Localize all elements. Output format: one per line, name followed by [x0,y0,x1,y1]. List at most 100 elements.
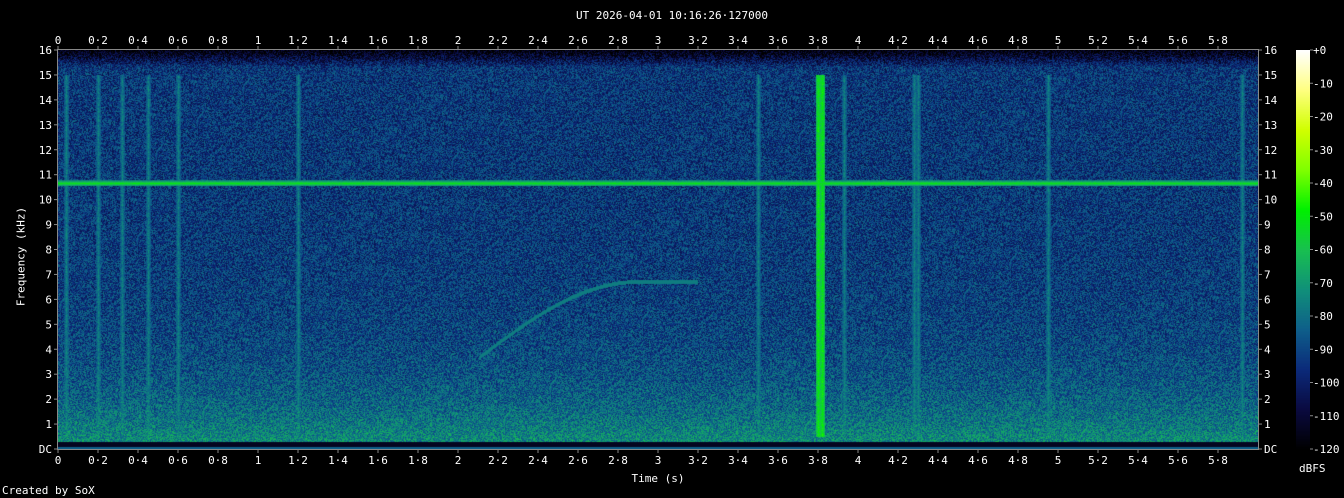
y-tick-label-left: 5 [45,318,52,331]
x-tick-label-bottom: 1·8 [408,454,428,467]
x-tick-label-bottom: 2·6 [568,454,588,467]
y-tick-label-right: 14 [1264,94,1278,107]
x-tick-label-bottom: 0·4 [128,454,148,467]
x-tick-label-top: 0·8 [208,34,228,47]
credit-text: Created by SoX [2,484,95,497]
x-tick-label-bottom: 5·4 [1128,454,1148,467]
x-tick-label-top: 1·2 [288,34,308,47]
x-tick-label-top: 2·4 [528,34,548,47]
colorbar-tick-label: -100 [1313,377,1340,390]
x-tick-label-bottom: 0·6 [168,454,188,467]
y-tick-label-right: 6 [1264,293,1271,306]
y-tick-label-right: 8 [1264,244,1271,257]
x-tick-label-top: 5·6 [1168,34,1188,47]
x-tick-label-bottom: 5·8 [1208,454,1228,467]
colorbar-tick-label: -30 [1313,144,1333,157]
x-tick-label-top: 5 [1055,34,1062,47]
x-tick-label-bottom: 3 [655,454,662,467]
y-tick-label-left: 4 [45,343,52,356]
y-tick-label-left: 3 [45,368,52,381]
chart-title: UT 2026-04-01 10:16:26·127000 [575,9,769,22]
spectrogram-heatmap [58,50,1258,450]
x-tick-label-top: 3·2 [688,34,708,47]
x-tick-label-bottom: 4·2 [888,454,908,467]
x-tick-label-top: 1·4 [328,34,348,47]
x-tick-label-bottom: 3·6 [768,454,788,467]
x-axis-label: Time (s) [631,472,685,485]
x-tick-label-bottom: 0 [55,454,62,467]
x-tick-label-top: 0·2 [88,34,108,47]
colorbar [1296,50,1310,450]
y-tick-label-right: 5 [1264,318,1271,331]
x-tick-label-top: 2·6 [568,34,588,47]
x-tick-label-top: 5·4 [1128,34,1148,47]
y-tick-label-right: DC [1264,443,1277,456]
x-tick-label-top: 1·8 [408,34,428,47]
x-tick-label-top: 3·8 [808,34,828,47]
y-tick-label-left: 7 [45,268,52,281]
colorbar-tick-label: -120 [1313,443,1340,456]
y-tick-label-left: 8 [45,244,52,257]
y-tick-label-left: 2 [45,393,52,406]
y-tick-label-left: DC [39,443,52,456]
x-tick-label-bottom: 0·2 [88,454,108,467]
y-tick-label-left: 11 [39,169,52,182]
x-tick-label-top: 1·6 [368,34,388,47]
x-tick-label-top: 2·2 [488,34,508,47]
colorbar-tick-label: -70 [1313,277,1333,290]
x-tick-label-bottom: 3·4 [728,454,748,467]
y-tick-label-right: 1 [1264,418,1271,431]
y-tick-label-left: 6 [45,293,52,306]
colorbar-tick-label: -90 [1313,343,1333,356]
colorbar-tick-label: +0 [1313,44,1326,57]
x-tick-label-top: 5·2 [1088,34,1108,47]
y-tick-label-right: 12 [1264,144,1277,157]
x-tick-label-bottom: 2·2 [488,454,508,467]
y-tick-label-left: 14 [39,94,53,107]
x-tick-label-top: 0·4 [128,34,148,47]
x-tick-label-bottom: 4·8 [1008,454,1028,467]
y-tick-label-right: 2 [1264,393,1271,406]
y-tick-label-left: 13 [39,119,52,132]
x-tick-label-top: 3·6 [768,34,788,47]
y-tick-label-right: 9 [1264,219,1271,232]
x-tick-label-bottom: 2 [455,454,462,467]
x-tick-label-bottom: 0·8 [208,454,228,467]
y-tick-label-right: 11 [1264,169,1277,182]
x-tick-label-bottom: 5·6 [1168,454,1188,467]
colorbar-tick-label: -60 [1313,244,1333,257]
x-tick-label-top: 4·4 [928,34,948,47]
y-tick-label-left: 9 [45,219,52,232]
colorbar-tick-label: -10 [1313,77,1333,90]
x-tick-label-top: 4·6 [968,34,988,47]
x-tick-label-top: 4 [855,34,862,47]
y-tick-label-left: 1 [45,418,52,431]
colorbar-tick-label: -80 [1313,310,1333,323]
y-tick-label-right: 15 [1264,69,1277,82]
y-axis-label: Frequency (kHz) [14,206,28,307]
y-tick-label-right: 3 [1264,368,1271,381]
x-tick-label-bottom: 5·2 [1088,454,1108,467]
colorbar-label: dBFS [1299,462,1326,475]
x-tick-label-top: 2·8 [608,34,628,47]
x-tick-label-top: 3·4 [728,34,748,47]
x-tick-label-top: 4·2 [888,34,908,47]
x-tick-label-bottom: 3·8 [808,454,828,467]
x-tick-label-bottom: 2·8 [608,454,628,467]
x-tick-label-top: 0·6 [168,34,188,47]
x-tick-label-top: 1 [255,34,262,47]
colorbar-tick-label: -110 [1313,410,1340,423]
x-tick-label-bottom: 1·4 [328,454,348,467]
x-tick-label-top: 3 [655,34,662,47]
x-tick-label-bottom: 4 [855,454,862,467]
x-tick-label-bottom: 2·4 [528,454,548,467]
y-tick-label-left: 16 [39,44,52,57]
x-tick-label-bottom: 1·6 [368,454,388,467]
colorbar-tick-label: -50 [1313,210,1333,223]
y-tick-label-right: 4 [1264,343,1271,356]
y-tick-label-left: 10 [39,194,52,207]
y-tick-label-left: 15 [39,69,52,82]
y-tick-label-right: 13 [1264,119,1277,132]
x-tick-label-bottom: 4·4 [928,454,948,467]
colorbar-tick-label: -20 [1313,111,1333,124]
